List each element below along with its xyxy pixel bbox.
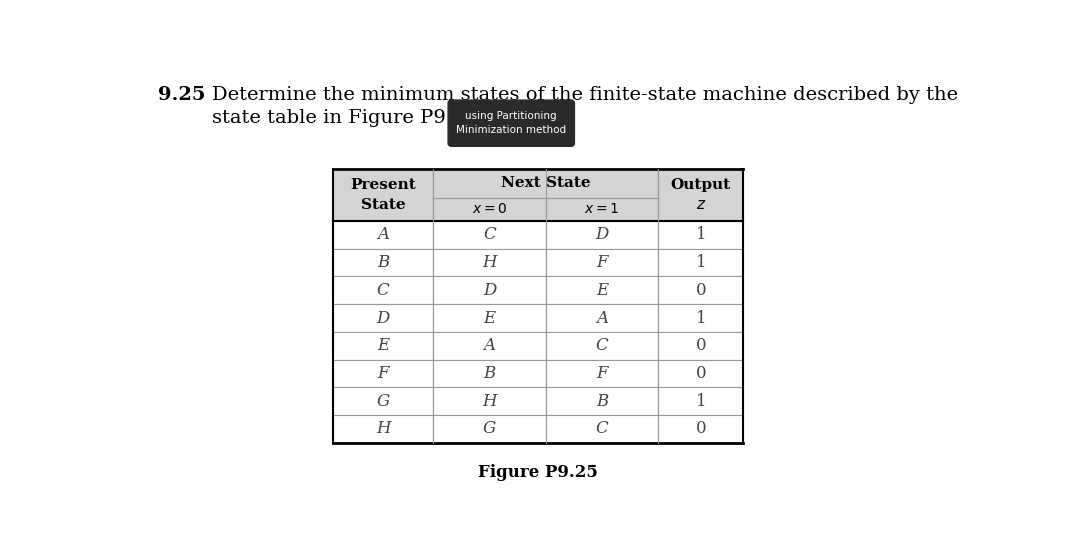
- Bar: [545, 332, 658, 360]
- Bar: [658, 388, 743, 415]
- Bar: [433, 332, 545, 360]
- Bar: [433, 304, 545, 332]
- Bar: [333, 248, 433, 277]
- Bar: [333, 221, 433, 248]
- Text: F: F: [596, 254, 608, 271]
- Text: A: A: [377, 226, 389, 243]
- Bar: [433, 198, 545, 221]
- Bar: [433, 415, 545, 443]
- Text: B: B: [377, 254, 389, 271]
- Text: E: E: [484, 309, 496, 327]
- Text: 1: 1: [696, 309, 706, 327]
- Text: B: B: [484, 365, 496, 382]
- Bar: [433, 388, 545, 415]
- Text: A: A: [596, 309, 608, 327]
- Bar: [333, 304, 433, 332]
- Bar: [658, 415, 743, 443]
- Bar: [433, 360, 545, 388]
- Bar: [433, 248, 545, 277]
- Text: B: B: [596, 393, 608, 410]
- Bar: [658, 304, 743, 332]
- Text: $x=0$: $x=0$: [472, 203, 508, 217]
- Text: E: E: [596, 282, 608, 299]
- Text: D: D: [376, 309, 390, 327]
- Bar: [658, 277, 743, 304]
- Bar: [658, 360, 743, 388]
- Bar: [545, 388, 658, 415]
- Bar: [658, 221, 743, 248]
- Text: 1: 1: [696, 254, 706, 271]
- Text: G: G: [376, 393, 390, 410]
- Text: Next State: Next State: [501, 176, 591, 190]
- Text: 0: 0: [696, 365, 706, 382]
- Text: Output
$z$: Output $z$: [671, 178, 731, 212]
- Bar: [658, 332, 743, 360]
- Text: E: E: [377, 337, 389, 354]
- Text: Determine the minimum states of the finite-state machine described by the: Determine the minimum states of the fini…: [213, 86, 959, 104]
- Text: D: D: [595, 226, 609, 243]
- Text: state table in Figure P9.25: state table in Figure P9.25: [213, 109, 477, 127]
- FancyBboxPatch shape: [448, 100, 575, 146]
- Text: F: F: [596, 365, 608, 382]
- Bar: [545, 198, 658, 221]
- Bar: [545, 415, 658, 443]
- Bar: [333, 360, 433, 388]
- Text: H: H: [483, 393, 497, 410]
- Bar: [545, 304, 658, 332]
- Text: D: D: [483, 282, 496, 299]
- Text: Present
State: Present State: [350, 178, 416, 212]
- Bar: [433, 169, 658, 198]
- Text: 1: 1: [696, 226, 706, 243]
- Text: $x=1$: $x=1$: [584, 203, 620, 217]
- Text: H: H: [376, 420, 390, 437]
- Bar: [545, 277, 658, 304]
- Bar: [658, 169, 743, 221]
- Text: C: C: [595, 337, 608, 354]
- Bar: [333, 332, 433, 360]
- Text: 0: 0: [696, 420, 706, 437]
- Text: H: H: [483, 254, 497, 271]
- Bar: [333, 388, 433, 415]
- Bar: [545, 360, 658, 388]
- Text: 1: 1: [696, 393, 706, 410]
- Bar: [658, 248, 743, 277]
- Text: using Partitioning
Minimization method: using Partitioning Minimization method: [456, 111, 566, 135]
- Bar: [333, 277, 433, 304]
- Text: 0: 0: [696, 337, 706, 354]
- Text: 0: 0: [696, 282, 706, 299]
- Bar: [433, 277, 545, 304]
- Bar: [545, 248, 658, 277]
- Text: G: G: [483, 420, 496, 437]
- Text: C: C: [595, 420, 608, 437]
- Bar: [433, 221, 545, 248]
- Text: C: C: [377, 282, 390, 299]
- Bar: [333, 415, 433, 443]
- Text: A: A: [484, 337, 496, 354]
- Text: F: F: [377, 365, 389, 382]
- Text: Figure P9.25: Figure P9.25: [478, 464, 598, 481]
- Bar: [545, 221, 658, 248]
- Text: C: C: [483, 226, 496, 243]
- Bar: [333, 169, 433, 221]
- Text: 9.25: 9.25: [159, 86, 206, 104]
